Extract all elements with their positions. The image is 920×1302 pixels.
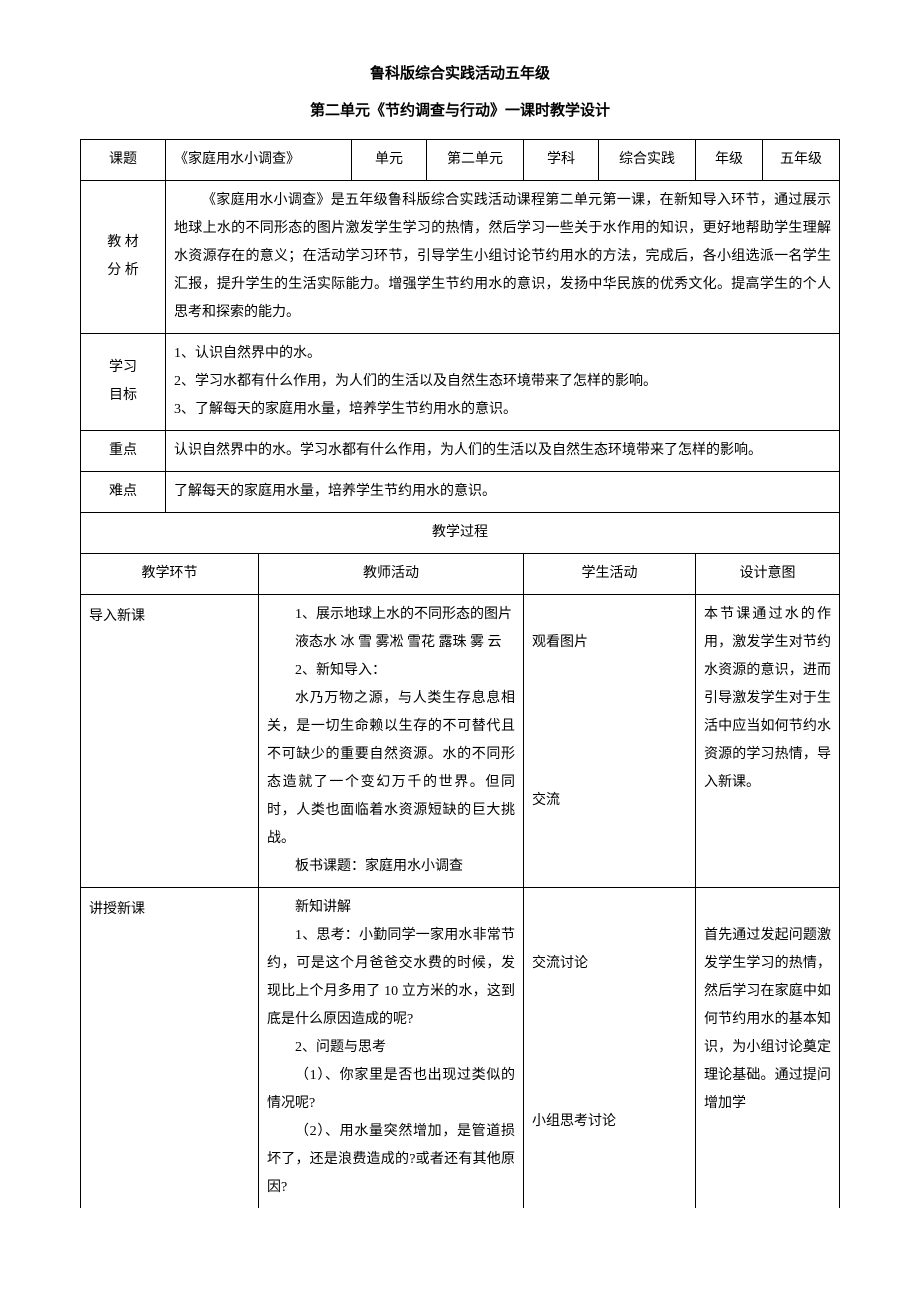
analysis-row: 教 材 分 析 《家庭用水小调查》是五年级鲁科版综合实践活动课程第二单元第一课，… — [81, 181, 840, 334]
process-row-intro: 导入新课 1、展示地球上水的不同形态的图片 液态水 冰 雪 雾凇 雪花 露珠 雾… — [81, 595, 840, 888]
meta-row: 课题 《家庭用水小调查》 单元 第二单元 学科 综合实践 年级 五年级 — [81, 140, 840, 181]
intro-student: 观看图片 交流 — [524, 595, 696, 888]
keypoint-row: 重点 认识自然界中的水。学习水都有什么作用，为人们的生活以及自然生态环境带来了怎… — [81, 431, 840, 472]
analysis-text: 《家庭用水小调查》是五年级鲁科版综合实践活动课程第二单元第一课，在新知导入环节，… — [174, 187, 831, 327]
process-row-teach: 讲授新课 新知讲解 1、思考：小勤同学一家用水非常节约，可是这个月爸爸交水费的时… — [81, 888, 840, 1209]
teach-teacher-l4: （1）、你家里是否也出现过类似的情况呢? — [267, 1062, 515, 1118]
col-teacher-header: 教师活动 — [259, 554, 524, 595]
teach-intent-text: 首先通过发起问题激发学生学习的热情，然后学习在家庭中如何节约用水的基本知识，为小… — [704, 922, 831, 1118]
process-columns-row: 教学环节 教师活动 学生活动 设计意图 — [81, 554, 840, 595]
intro-teacher-l2: 液态水 冰 雪 雾凇 雪花 露珠 雾 云 — [267, 629, 515, 657]
intro-teacher-l1: 1、展示地球上水的不同形态的图片 — [267, 601, 515, 629]
intro-teacher: 1、展示地球上水的不同形态的图片 液态水 冰 雪 雾凇 雪花 露珠 雾 云 2、… — [259, 595, 524, 888]
teach-teacher-l2: 1、思考：小勤同学一家用水非常节约，可是这个月爸爸交水费的时候，发现比上个月多用… — [267, 922, 515, 1034]
objectives-label-line2: 目标 — [89, 382, 157, 410]
lesson-plan-table: 课题 《家庭用水小调查》 单元 第二单元 学科 综合实践 年级 五年级 教 材 … — [80, 139, 840, 1208]
difficulty-label: 难点 — [81, 472, 166, 513]
objectives-label-line1: 学习 — [89, 354, 157, 382]
teach-intent: 首先通过发起问题激发学生学习的热情，然后学习在家庭中如何节约用水的基本知识，为小… — [696, 888, 840, 1209]
intro-teacher-l3: 2、新知导入： — [267, 657, 515, 685]
teach-phase: 讲授新课 — [81, 888, 259, 1209]
subject-value: 综合实践 — [599, 140, 696, 181]
grade-label: 年级 — [696, 140, 763, 181]
process-header-row: 教学过程 — [81, 513, 840, 554]
teach-student-l1: 交流讨论 — [532, 950, 687, 978]
grade-value: 五年级 — [763, 140, 840, 181]
difficulty-text: 了解每天的家庭用水量，培养学生节约用水的意识。 — [166, 472, 840, 513]
process-header: 教学过程 — [81, 513, 840, 554]
objective-item-1: 1、认识自然界中的水。 — [174, 340, 831, 368]
teach-teacher-l5: （2）、用水量突然增加，是管道损坏了，还是浪费造成的?或者还有其他原因? — [267, 1118, 515, 1202]
teach-student-l2: 小组思考讨论 — [532, 1108, 687, 1136]
teach-student: 交流讨论 小组思考讨论 — [524, 888, 696, 1209]
teach-teacher: 新知讲解 1、思考：小勤同学一家用水非常节约，可是这个月爸爸交水费的时候，发现比… — [259, 888, 524, 1209]
objectives-cell: 1、认识自然界中的水。 2、学习水都有什么作用，为人们的生活以及自然生态环境带来… — [166, 334, 840, 431]
intro-phase: 导入新课 — [81, 595, 259, 888]
page-title: 鲁科版综合实践活动五年级 — [80, 60, 840, 89]
analysis-label-line1: 教 材 — [89, 229, 157, 257]
unit-value: 第二单元 — [427, 140, 524, 181]
objective-item-3: 3、了解每天的家庭用水量，培养学生节约用水的意识。 — [174, 396, 831, 424]
intro-student-l2: 交流 — [532, 787, 687, 815]
subject-label: 学科 — [524, 140, 599, 181]
objectives-row: 学习 目标 1、认识自然界中的水。 2、学习水都有什么作用，为人们的生活以及自然… — [81, 334, 840, 431]
topic-value: 《家庭用水小调查》 — [166, 140, 352, 181]
intro-teacher-l5: 板书课题：家庭用水小调查 — [267, 853, 515, 881]
intro-student-l1: 观看图片 — [532, 629, 687, 657]
objectives-label: 学习 目标 — [81, 334, 166, 431]
teach-teacher-l3: 2、问题与思考 — [267, 1034, 515, 1062]
topic-label: 课题 — [81, 140, 166, 181]
analysis-label-line2: 分 析 — [89, 257, 157, 285]
difficulty-row: 难点 了解每天的家庭用水量，培养学生节约用水的意识。 — [81, 472, 840, 513]
col-intent-header: 设计意图 — [696, 554, 840, 595]
col-phase-header: 教学环节 — [81, 554, 259, 595]
objective-item-2: 2、学习水都有什么作用，为人们的生活以及自然生态环境带来了怎样的影响。 — [174, 368, 831, 396]
analysis-label: 教 材 分 析 — [81, 181, 166, 334]
page-subtitle: 第二单元《节约调查与行动》一课时教学设计 — [80, 97, 840, 126]
intro-intent: 本节课通过水的作用，激发学生对节约水资源的意识，进而引导激发学生对于生活中应当如… — [696, 595, 840, 888]
keypoint-label: 重点 — [81, 431, 166, 472]
analysis-cell: 《家庭用水小调查》是五年级鲁科版综合实践活动课程第二单元第一课，在新知导入环节，… — [166, 181, 840, 334]
intro-teacher-l4: 水乃万物之源，与人类生存息息相关，是一切生命赖以生存的不可替代且不可缺少的重要自… — [267, 685, 515, 853]
keypoint-text: 认识自然界中的水。学习水都有什么作用，为人们的生活以及自然生态环境带来了怎样的影… — [166, 431, 840, 472]
teach-teacher-l1: 新知讲解 — [267, 894, 515, 922]
unit-label: 单元 — [352, 140, 427, 181]
col-student-header: 学生活动 — [524, 554, 696, 595]
